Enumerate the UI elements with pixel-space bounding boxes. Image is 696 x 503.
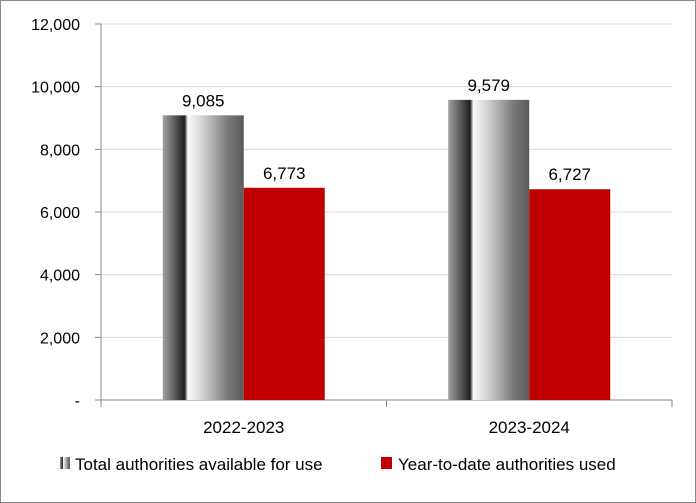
bar-ytd-authorities-used bbox=[529, 189, 611, 400]
legend-label-total: Total authorities available for use bbox=[75, 455, 323, 474]
bar-total-authorities bbox=[448, 99, 530, 400]
legend-swatch-total bbox=[60, 457, 70, 469]
data-label: 9,085 bbox=[182, 91, 225, 110]
data-label: 6,727 bbox=[548, 165, 591, 184]
legend: Total authorities available for use Year-… bbox=[60, 455, 616, 474]
data-label: 6,773 bbox=[263, 164, 306, 183]
data-label: 9,579 bbox=[467, 76, 510, 95]
y-tick-label: 2,000 bbox=[40, 330, 80, 347]
bar-ytd-authorities-used bbox=[243, 187, 325, 400]
y-tick-label: - bbox=[75, 393, 80, 410]
legend-swatch-ytd bbox=[381, 457, 392, 469]
x-category-label: 2023-2024 bbox=[489, 418, 570, 437]
y-tick-label: 12,000 bbox=[31, 17, 80, 34]
x-category-label: 2022-2023 bbox=[203, 418, 284, 437]
y-tick-label: 10,000 bbox=[31, 80, 80, 97]
legend-label-ytd: Year-to-date authorities used bbox=[398, 455, 616, 474]
y-tick-label: 4,000 bbox=[40, 268, 80, 285]
bar-total-authorities bbox=[162, 115, 244, 400]
y-tick-label: 8,000 bbox=[40, 142, 80, 159]
y-tick-label: 6,000 bbox=[40, 205, 80, 222]
